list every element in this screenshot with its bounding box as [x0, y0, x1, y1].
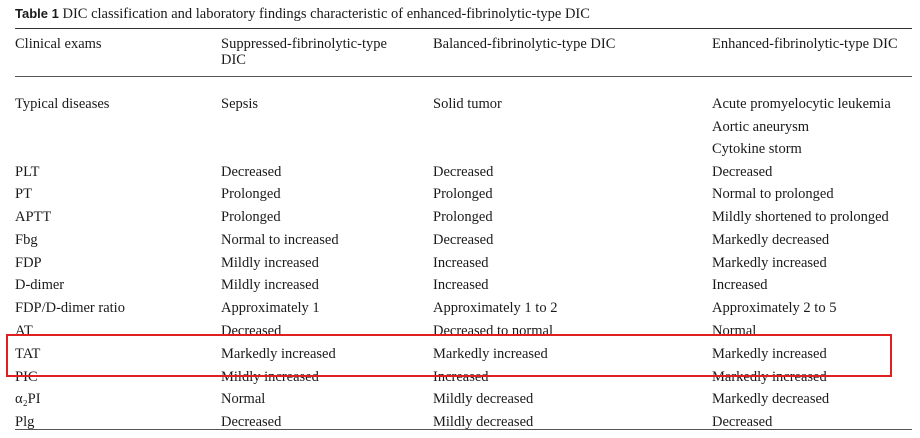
- bottom-rule: [15, 429, 912, 430]
- table-row: Fbg Normal to increased Decreased Markedly …: [15, 229, 912, 252]
- cell-balanced: Increased: [433, 254, 489, 271]
- cell-suppressed: Prolonged: [221, 186, 281, 203]
- cell-exam: Typical diseases: [15, 96, 110, 112]
- cell-exam: FDP/D-dimer ratio: [15, 300, 125, 317]
- cell-exam: TAT: [15, 345, 41, 362]
- header-balanced: Balanced-fibrinolytic-type DIC: [433, 36, 616, 52]
- cell-suppressed: Decreased: [221, 414, 282, 431]
- cell-suppressed: Mildly increased: [221, 277, 319, 294]
- table-row: PIC Mildly increased Increased Markedly inc…: [15, 366, 912, 389]
- cell-balanced: Mildly decreased: [433, 414, 534, 431]
- cell-suppressed: Decreased: [221, 323, 282, 340]
- cell-suppressed: Normal: [221, 391, 266, 408]
- cell-enhanced: Mildly shortened to prolonged: [712, 209, 889, 226]
- table-row-typical-diseases: Typical diseases Sepsis Solid tumor Acut…: [15, 82, 912, 161]
- table-row: PLT Decreased Decreased Decreased: [15, 161, 912, 184]
- table-label: Table 1: [15, 6, 59, 21]
- cell-enhanced: Increased: [712, 277, 768, 294]
- table-row: FDP Mildly increased Increased Markedly inc…: [15, 252, 912, 275]
- table-row: Plg Decreased Mildly decreased Decreased: [15, 411, 912, 434]
- cell-suppressed: Mildly increased: [221, 368, 319, 385]
- cell-enhanced: Approximately 2 to 5: [712, 300, 837, 317]
- cell-exam: α₂PI: [15, 391, 41, 408]
- table-title: DIC classification and laboratory findin…: [62, 6, 590, 22]
- cell-balanced: Decreased to normal: [433, 323, 553, 340]
- table-row: PT Prolonged Prolonged Normal to prolonged: [15, 183, 912, 206]
- cell-suppressed: Mildly increased: [221, 254, 319, 271]
- header-suppressed: Suppressed-fibrinolytic-type DIC: [221, 36, 387, 68]
- cell-balanced: Decreased: [433, 231, 494, 248]
- cell-suppressed: Decreased: [221, 163, 282, 180]
- top-rule: [15, 28, 912, 30]
- cell-balanced: Increased: [433, 368, 489, 385]
- cell-enhanced: Markedly decreased: [712, 231, 830, 248]
- cell-exam: PT: [15, 186, 32, 203]
- cell-enhanced: Decreased: [712, 414, 773, 431]
- cell-suppressed: Prolonged: [221, 209, 281, 226]
- table-row: AT Decreased Decreased to normal Normal: [15, 320, 912, 343]
- cell-suppressed: Approximately 1: [221, 300, 320, 317]
- cell-balanced: Solid tumor: [433, 96, 502, 112]
- cell-exam: PIC: [15, 368, 38, 385]
- cell-enhanced: Markedly increased: [712, 345, 827, 362]
- cell-balanced: Approximately 1 to 2: [433, 300, 558, 317]
- dic-table: Clinical exams Suppressed-fibrinolytic-t…: [15, 30, 912, 434]
- header-rule: [15, 76, 912, 77]
- cell-balanced: Prolonged: [433, 209, 493, 226]
- cell-enhanced: Markedly increased: [712, 254, 827, 271]
- cell-exam: D-dimer: [15, 277, 65, 294]
- header-clinical-exams: Clinical exams: [15, 36, 102, 52]
- cell-enhanced: Markedly increased: [712, 368, 827, 385]
- table-row: APTT Prolonged Prolonged Mildly shortened t…: [15, 206, 912, 229]
- cell-balanced: Prolonged: [433, 186, 493, 203]
- cell-exam: APTT: [15, 209, 52, 226]
- header-enhanced: Enhanced-fibrinolytic-type DIC: [712, 36, 898, 52]
- cell-balanced: Mildly decreased: [433, 391, 534, 408]
- cell-exam: Fbg: [15, 231, 38, 248]
- cell-exam: AT: [15, 323, 33, 340]
- table-row: D-dimer Mildly increased Increased Increase…: [15, 274, 912, 297]
- table-row: α₂PI Normal Mildly decreased Markedly decre…: [15, 388, 912, 411]
- cell-suppressed: Normal to increased: [221, 231, 339, 248]
- cell-exam: Plg: [15, 414, 35, 431]
- cell-balanced: Markedly increased: [433, 345, 548, 362]
- cell-balanced: Increased: [433, 277, 489, 294]
- cell-enhanced: Acute promyelocytic leukemia Aortic aneu…: [712, 96, 891, 157]
- table-row: TAT Markedly increased Markedly increased M…: [15, 343, 912, 366]
- cell-exam: PLT: [15, 163, 40, 180]
- cell-enhanced: Normal to prolonged: [712, 186, 834, 203]
- cell-suppressed: Markedly increased: [221, 345, 336, 362]
- header-row: Clinical exams Suppressed-fibrinolytic-t…: [15, 30, 912, 82]
- cell-exam: FDP: [15, 254, 42, 271]
- cell-balanced: Decreased: [433, 163, 494, 180]
- cell-enhanced: Markedly decreased: [712, 391, 830, 408]
- table-row: FDP/D-dimer ratio Approximately 1 Approxim…: [15, 297, 912, 320]
- cell-suppressed: Sepsis: [221, 96, 259, 112]
- table-caption: Table 1 DIC classification and laborator…: [15, 6, 590, 23]
- cell-enhanced: Normal: [712, 323, 757, 340]
- cell-enhanced: Decreased: [712, 163, 773, 180]
